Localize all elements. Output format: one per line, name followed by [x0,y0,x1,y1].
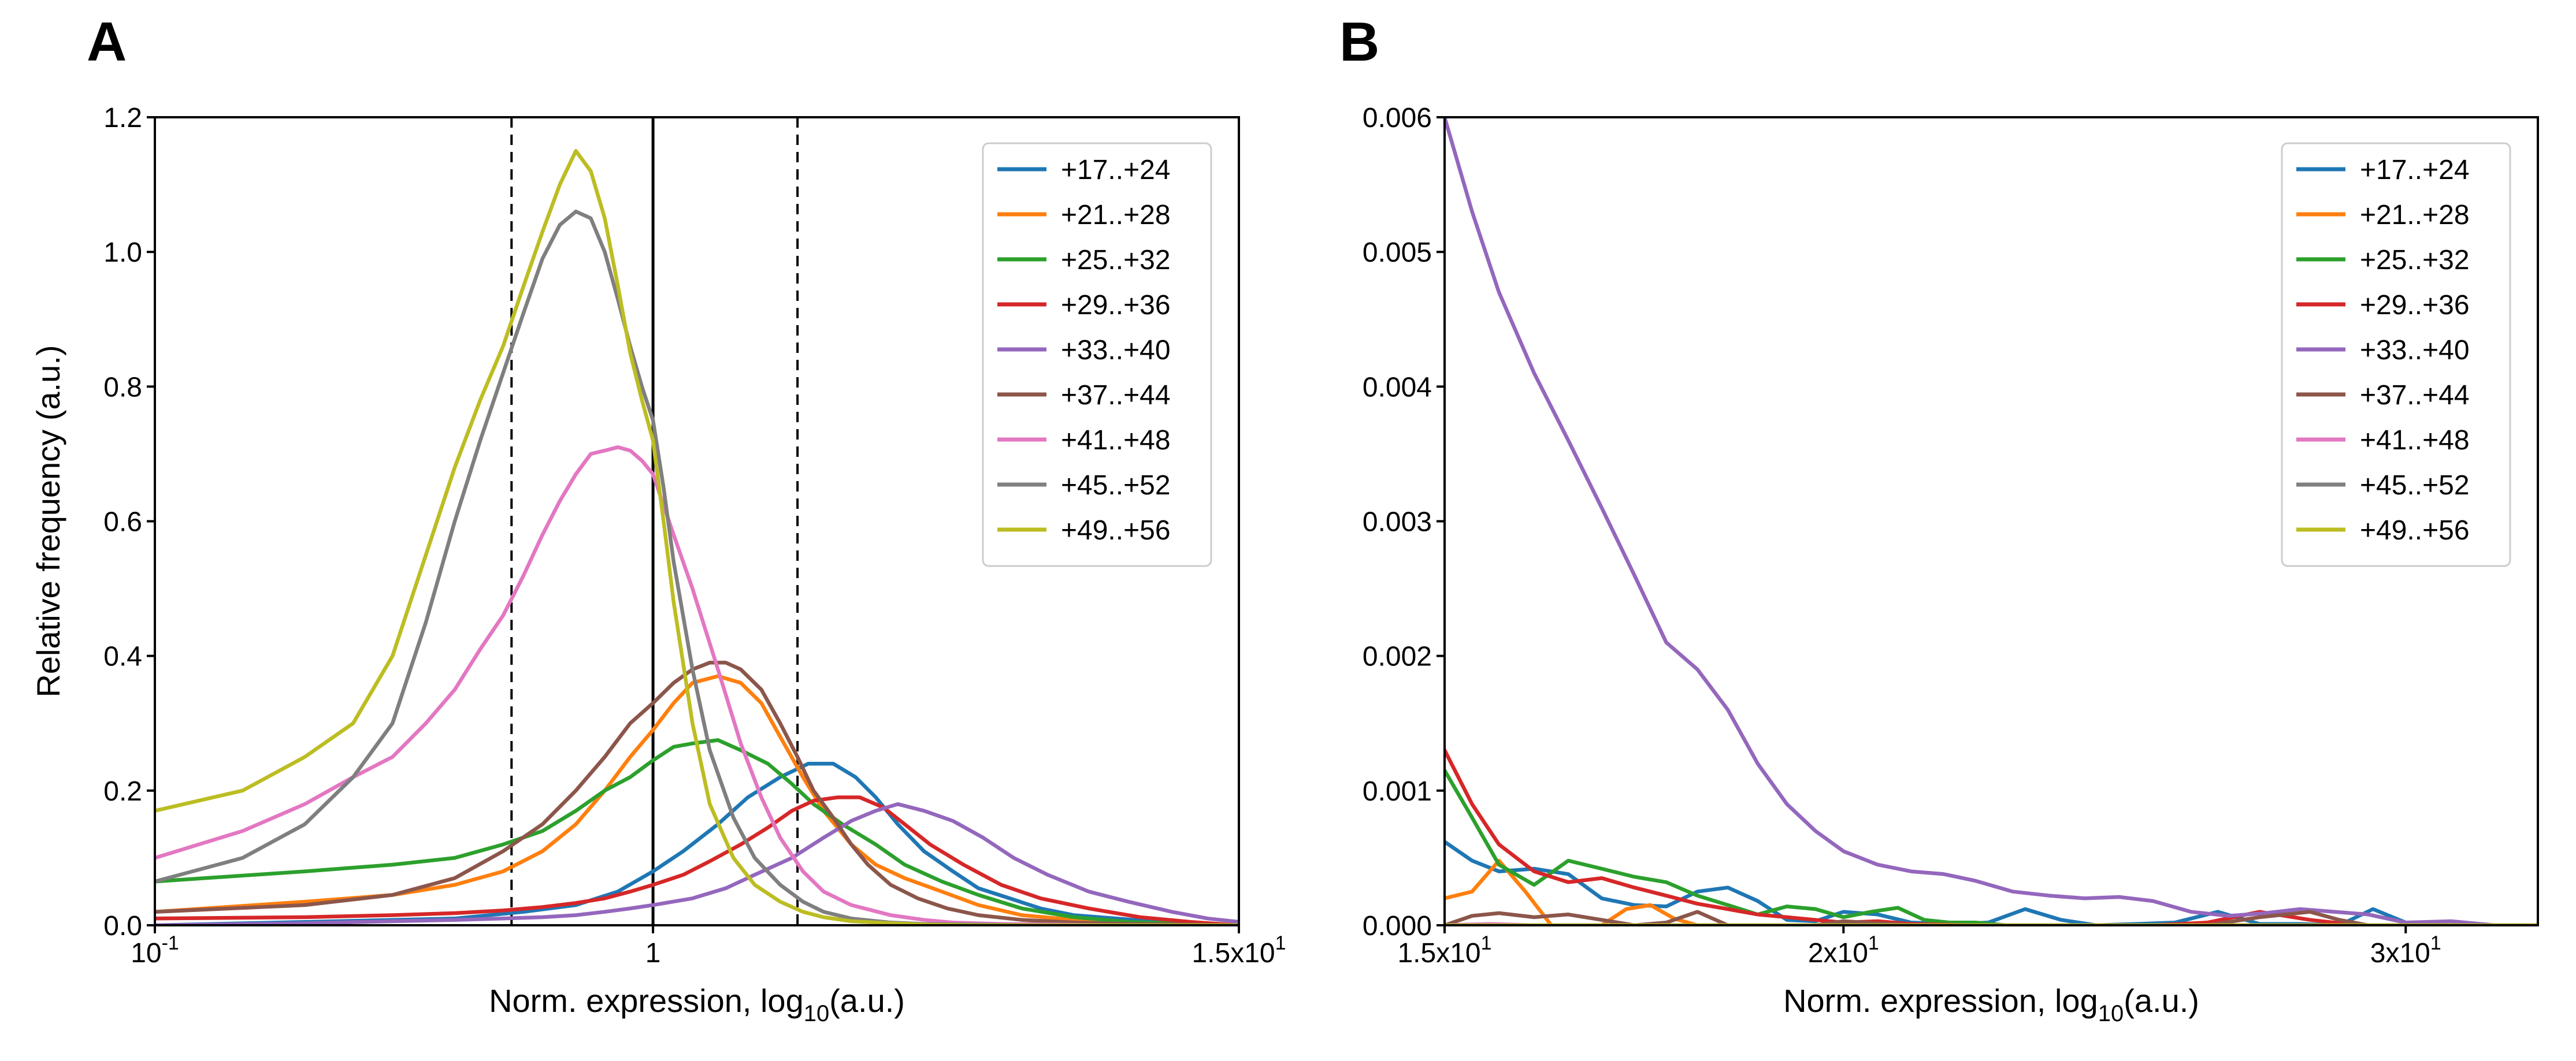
legend-box [2281,142,2511,567]
legend-entry: +45..+52 [2360,470,2470,501]
y-tick-label: 0.002 [1363,642,1432,672]
x-tick-label: 2x101 [1808,932,1879,969]
y-tick-label: 0.004 [1363,372,1432,403]
x-axis-label: Norm. expression, log10(a.u.) [489,982,905,1026]
x-tick-label: 10-1 [131,932,179,969]
y-tick-label: 0.0 [103,911,142,941]
y-tick-label: 0.003 [1363,507,1432,538]
panel-a-label: A [87,11,127,73]
legend-entry: +17..+24 [1061,155,1171,185]
series-line-33-40 [155,802,1239,925]
x-tick-label: 1.5x101 [1192,932,1286,969]
chart-panel-b: 0.000 0.001 0.002 0.003 0.004 0.005 0.006 1.5x1… [1363,103,2539,1026]
x-tick-label: 1 [645,938,661,969]
panel-b-label: B [1339,11,1379,73]
series-line-33-40 [1445,117,2538,925]
legend-entry: +17..+24 [2360,155,2470,185]
x-axis-label: Norm. expression, log10(a.u.) [1783,982,2199,1026]
legend: +17..+24 +21..+28 +25..+32 +29..+36 +33..+40… [982,142,1212,567]
y-tick-label: 0.6 [103,507,142,538]
series-line-41-48 [155,445,1239,925]
legend-box [982,142,1212,567]
series-line-37-44 [155,661,1239,925]
y-tick-label: 0.8 [103,372,142,403]
y-tick-label: 0.4 [103,642,142,672]
chart-panel-a: 0.0 0.2 0.4 0.6 0.8 1.0 1.2 10-1 1 1.5x101 Norm. e… [30,103,1286,1026]
y-tick-label: 0.001 [1363,776,1432,807]
legend-entry: +25..+32 [1061,245,1171,276]
legend-entry: +21..+28 [1061,200,1171,230]
legend-entry: +45..+52 [1061,470,1171,501]
legend-entry: +29..+36 [1061,290,1171,321]
y-tick-label: 0.006 [1363,103,1432,133]
legend: +17..+24 +21..+28 +25..+32 +29..+36 +33..+40… [2281,142,2511,567]
series-line-25-32 [1445,768,2538,925]
y-tick-label: 0.000 [1363,911,1432,941]
series-line-21-28 [155,674,1239,925]
legend-entry: +29..+36 [2360,290,2470,321]
legend-entry: +37..+44 [2360,380,2470,411]
y-tick-label: 0.2 [103,776,142,807]
series-line-49-56 [155,149,1239,925]
legend-entry: +41..+48 [1061,425,1171,456]
legend-entry: +25..+32 [2360,245,2470,276]
series-line-21-28 [1445,858,2538,925]
legend-entry: +33..+40 [2360,335,2470,366]
x-tick-label: 3x101 [2370,932,2441,969]
y-tick-label: 0.005 [1363,237,1432,268]
y-tick-label: 1.0 [103,237,142,268]
series-line-37-44 [1445,910,2538,925]
legend-entry: +33..+40 [1061,335,1171,366]
legend-entry: +49..+56 [2360,515,2470,546]
series-line-29-36 [155,795,1239,925]
y-tick-label: 1.2 [103,103,142,133]
legend-entry: +21..+28 [2360,200,2470,230]
y-axis-label: Relative frequency (a.u.) [30,345,66,697]
legend-entry: +41..+48 [2360,425,2470,456]
legend-entry: +49..+56 [1061,515,1171,546]
x-tick-label: 1.5x101 [1397,932,1491,969]
legend-entry: +37..+44 [1061,380,1171,411]
